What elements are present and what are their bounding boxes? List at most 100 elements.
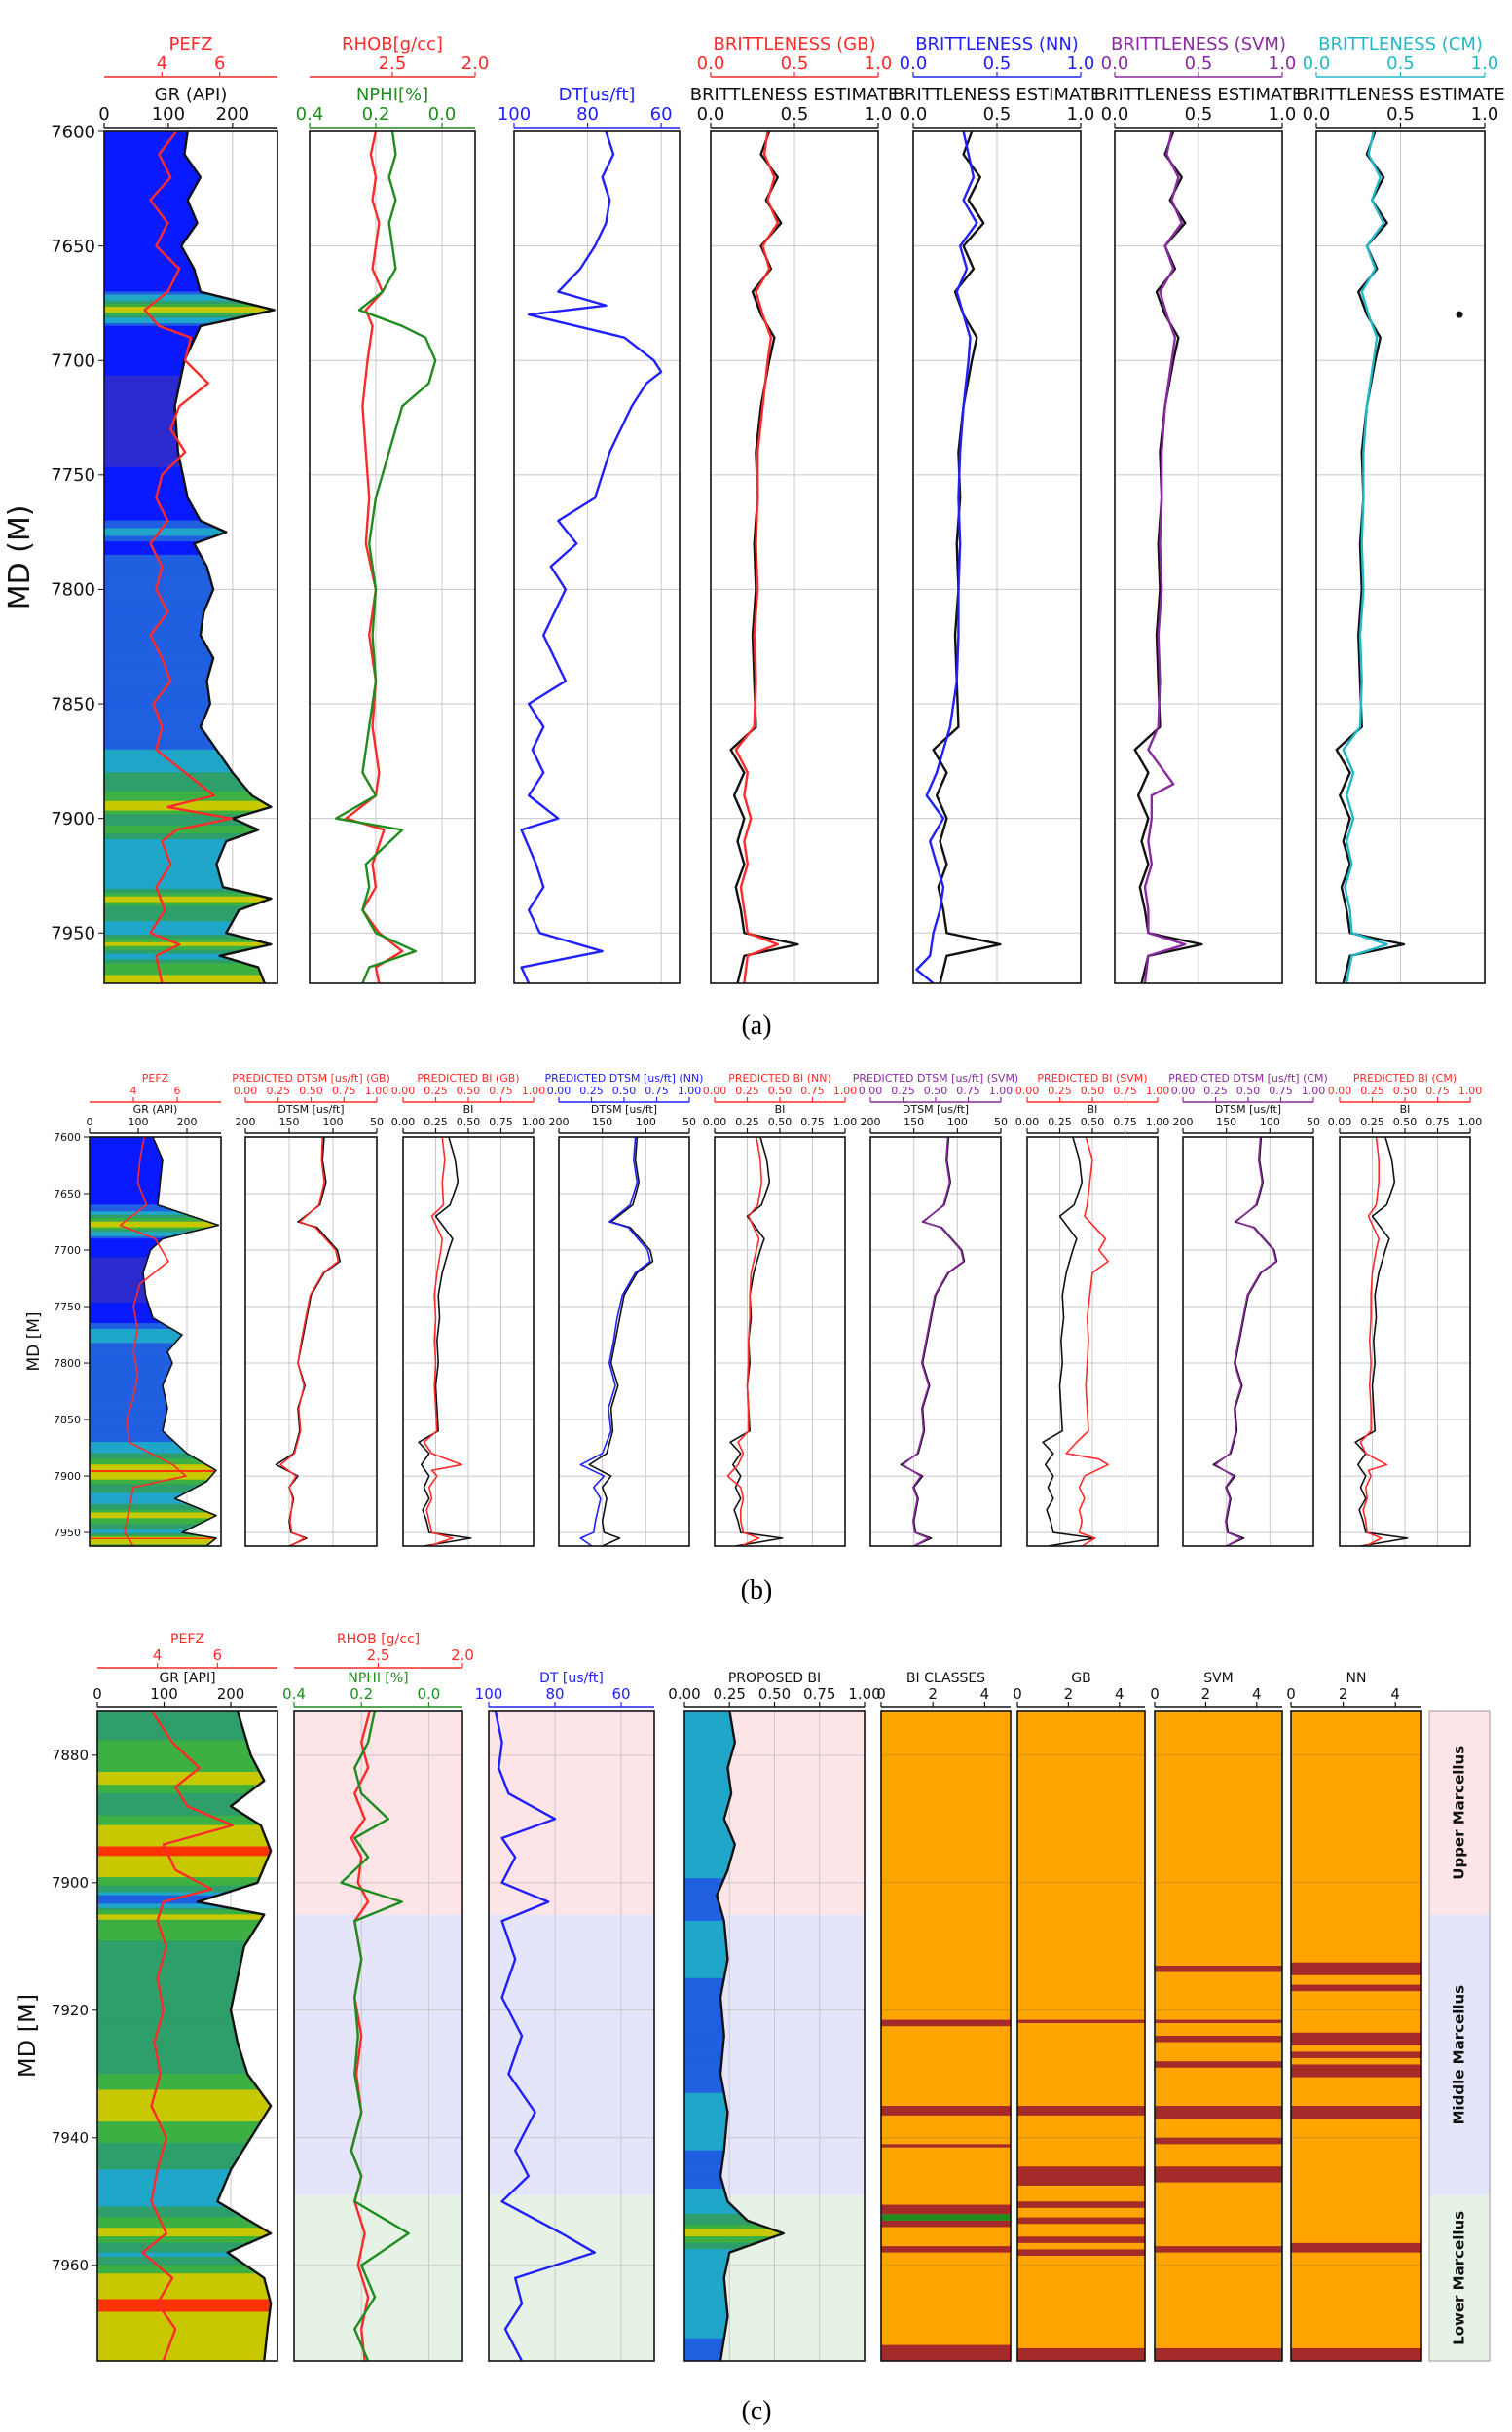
lithology-fill: [104, 203, 192, 208]
axis-tick-label: 4: [1115, 1685, 1125, 1703]
axis-tick-label: 0.0: [417, 1685, 440, 1703]
lithology-fill: [97, 2020, 235, 2027]
lithology-fill: [104, 967, 260, 971]
axis-tick-label: 0.2: [362, 104, 390, 125]
lithology-fill: [684, 2035, 724, 2043]
axis-title: BI: [1400, 1103, 1411, 1116]
lithology-fill: [97, 2031, 238, 2038]
axis-tick-label: 0.4: [296, 104, 324, 125]
lithology-fill: [684, 2229, 778, 2232]
axis-tick-label: 0: [876, 1685, 886, 1703]
lithology-fill: [684, 1742, 736, 1748]
lithology-fill: [684, 2144, 725, 2152]
axis-tick-label: 1.0: [865, 54, 893, 74]
lithology-fill: [684, 1715, 732, 1722]
lithology-fill: [104, 211, 195, 216]
lithology-fill: [90, 1479, 209, 1483]
lithology-fill: [684, 1927, 726, 1935]
lithology-fill: [104, 398, 177, 407]
lithology-fill: [90, 1426, 165, 1431]
lithology-fill: [97, 1824, 263, 1830]
class-band: [1017, 2106, 1145, 2116]
lithology-fill: [97, 1767, 261, 1773]
lithology-fill: [90, 1193, 160, 1198]
axis-tick-label: 0.0: [1101, 54, 1129, 74]
series-line-dtsm_svm: [902, 1137, 965, 1546]
lithology-fill: [97, 2057, 245, 2064]
class-band: [881, 2344, 1011, 2361]
lithology-fill: [97, 2222, 263, 2229]
lithology-fill: [684, 2214, 745, 2218]
lithology-fill: [104, 245, 184, 250]
axis-title: PREDICTED BI (NN): [728, 1072, 831, 1085]
axis-tick-label: 200: [216, 104, 249, 125]
axis-tick-label: 0.0: [1303, 104, 1331, 125]
class-band: [1155, 2019, 1282, 2023]
lithology-fill: [90, 1467, 217, 1471]
axis-tick-label: 4: [157, 54, 167, 74]
axis-tick-label: 0: [92, 1685, 102, 1703]
lithology-fill: [90, 1487, 197, 1491]
lithology-fill: [97, 2344, 267, 2351]
lithology-fill: [97, 1842, 270, 1847]
axis-tick-label: 0.50: [758, 1685, 791, 1703]
lithology-fill: [684, 1819, 726, 1824]
lithology-fill: [90, 1331, 183, 1336]
series-line-bi_gb: [423, 1137, 463, 1546]
axis-tick-label: 4: [153, 1646, 163, 1664]
series-line-nn: [915, 131, 978, 983]
lithology-fill: [104, 268, 196, 274]
lithology-fill: [97, 2295, 271, 2300]
track-frame: [869, 1136, 1002, 1547]
lithology-fill: [104, 214, 197, 220]
axis-tick-label: 0.75: [489, 1085, 513, 1097]
x-axis-gr-0: 4 6 PEFZ: [97, 1632, 277, 1669]
lithology-fill: [104, 934, 241, 938]
lithology-fill: [104, 585, 214, 590]
lithology-fill: [104, 554, 203, 560]
class-band: [881, 2220, 1011, 2228]
axis-tick-label: 0.4: [282, 1685, 306, 1703]
axis-tick-label: 0.75: [800, 1085, 825, 1097]
class-band: [1291, 2106, 1421, 2119]
lithology-fill: [684, 1895, 719, 1900]
axis-tick-label: 80: [576, 104, 599, 125]
axis-title: PEFZ: [170, 1632, 204, 1647]
axis-tick-label: 200: [236, 1116, 256, 1128]
lithology-fill: [104, 512, 200, 518]
lithology-fill: [104, 804, 273, 808]
lithology-fill: [104, 972, 262, 976]
axis-tick-label: 0.50: [1081, 1085, 1105, 1097]
zone-shade: [489, 2194, 654, 2361]
track-background: [310, 131, 475, 983]
lithology-fill: [90, 1360, 173, 1364]
lithology-fill: [97, 1895, 218, 1899]
lithology-fill: [104, 907, 245, 910]
axis-tick-label: 200: [217, 1685, 245, 1703]
lithology-fill: [97, 2153, 241, 2159]
axis-tick-label: 0.75: [956, 1085, 980, 1097]
lithology-fill: [104, 833, 248, 836]
axis-tick-label: 80: [545, 1685, 564, 1703]
axis-tick-label: 1.00: [1458, 1116, 1483, 1128]
lithology-fill: [90, 1438, 176, 1443]
axis-tick-label: 2: [1201, 1685, 1211, 1703]
lithology-fill: [104, 719, 204, 723]
lithology-fill: [97, 1977, 239, 1984]
lithology-fill: [684, 2080, 723, 2087]
axis-tick-label: 0.75: [489, 1116, 513, 1128]
axis-tick-label: 1.00: [365, 1085, 389, 1097]
lithology-fill: [104, 791, 253, 796]
axis-tick-label: 0.5: [983, 104, 1012, 125]
series-line-dtsm_nn: [579, 1137, 651, 1546]
lithology-fill: [104, 230, 193, 236]
axis-title: BI: [1088, 1103, 1098, 1116]
lithology-fill: [90, 1144, 159, 1149]
lithology-fill: [104, 176, 202, 182]
track-frame: [1026, 1136, 1159, 1547]
lithology-fill: [97, 2036, 239, 2043]
